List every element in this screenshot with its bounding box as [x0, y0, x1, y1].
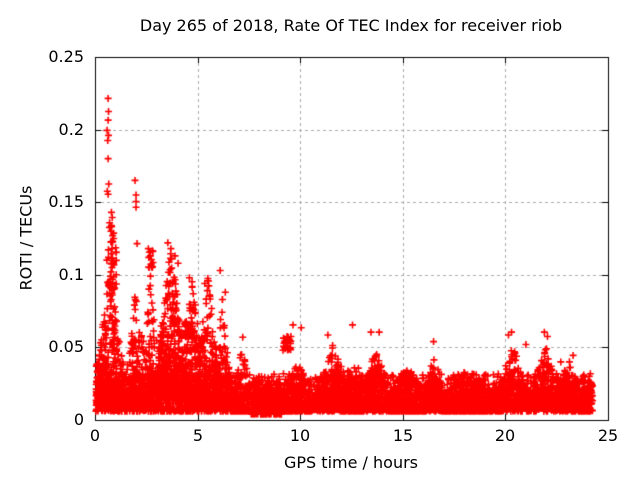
chart-title: Day 265 of 2018, Rate Of TEC Index for r…: [139, 16, 563, 35]
y-tick-label-015: 0.15: [48, 192, 84, 211]
y-tick-label-02: 0.2: [58, 120, 84, 139]
y-tick-label-01: 0.1: [58, 265, 84, 284]
x-tick-label-15: 15: [392, 426, 414, 445]
x-axis-label: GPS time / hours: [284, 453, 418, 472]
y-tick-label-025: 0.25: [48, 47, 84, 66]
x-tick-label-10: 10: [289, 426, 311, 445]
y-tick-label-005: 0.05: [48, 337, 84, 356]
x-tick-label-25: 25: [597, 426, 619, 445]
x-tick-label-20: 20: [494, 426, 516, 445]
x-tick-label-5: 5: [192, 426, 204, 445]
y-tick-label-0: 0: [73, 410, 84, 429]
x-tick-label-0: 0: [89, 426, 101, 445]
